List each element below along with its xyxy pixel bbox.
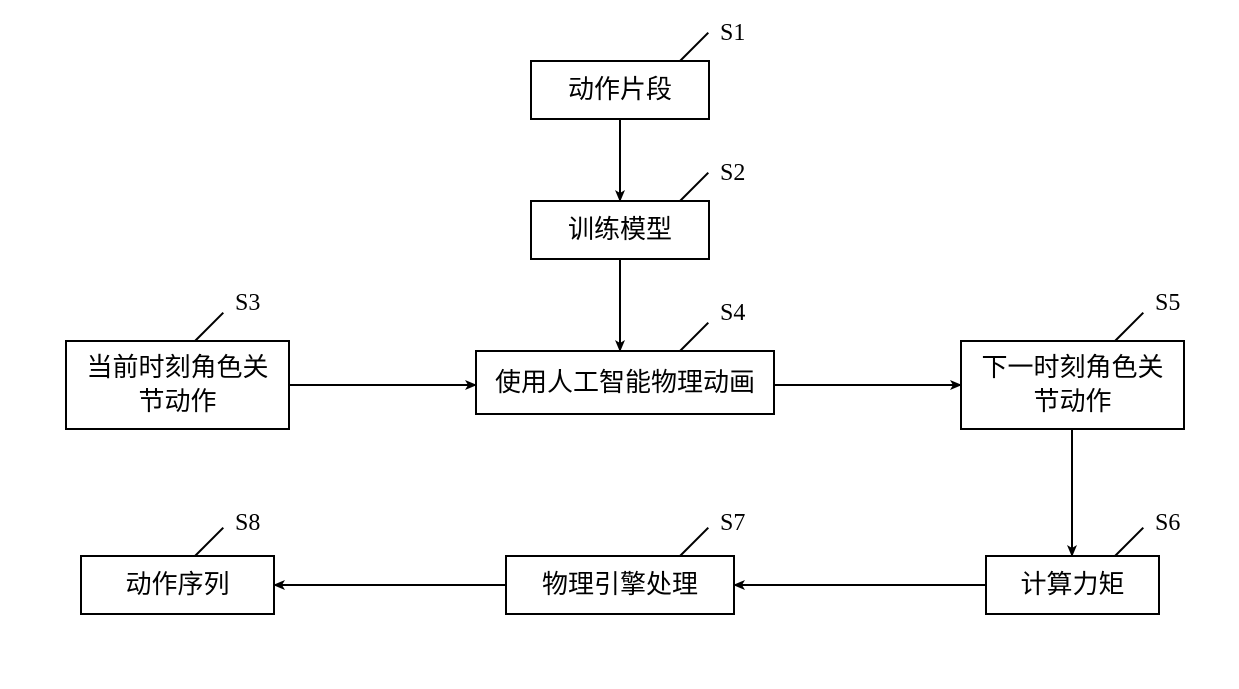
label-s4: S4: [720, 300, 745, 327]
label-s2: S2: [720, 160, 745, 187]
label-tick-s8: [194, 527, 224, 557]
node-text: 使用人工智能物理动画: [495, 366, 755, 400]
node-text: 动作序列: [125, 568, 229, 602]
node-s7: 物理引擎处理: [505, 555, 735, 615]
label-s1: S1: [720, 20, 745, 47]
label-s7: S7: [720, 510, 745, 537]
node-s5: 下一时刻角色关节动作: [960, 340, 1185, 430]
node-text: 训练模型: [568, 213, 672, 247]
node-text: 动作片段: [568, 73, 672, 107]
node-s1: 动作片段: [530, 60, 710, 120]
label-tick-s2: [679, 172, 709, 202]
node-text: 物理引擎处理: [542, 568, 698, 602]
node-s6: 计算力矩: [985, 555, 1160, 615]
label-tick-s7: [679, 527, 709, 557]
label-s8: S8: [235, 510, 260, 537]
node-text: 当前时刻角色关节动作: [75, 351, 280, 419]
flowchart-canvas: 动作片段 训练模型 当前时刻角色关节动作 使用人工智能物理动画 下一时刻角色关节…: [0, 0, 1239, 689]
label-tick-s5: [1114, 312, 1144, 342]
label-tick-s6: [1114, 527, 1144, 557]
label-tick-s1: [679, 32, 709, 62]
node-s3: 当前时刻角色关节动作: [65, 340, 290, 430]
label-s6: S6: [1155, 510, 1180, 537]
node-s8: 动作序列: [80, 555, 275, 615]
node-s2: 训练模型: [530, 200, 710, 260]
label-s3: S3: [235, 290, 260, 317]
node-text: 下一时刻角色关节动作: [970, 351, 1175, 419]
node-text: 计算力矩: [1020, 568, 1124, 602]
node-s4: 使用人工智能物理动画: [475, 350, 775, 415]
label-s5: S5: [1155, 290, 1180, 317]
label-tick-s4: [679, 322, 709, 352]
label-tick-s3: [194, 312, 224, 342]
